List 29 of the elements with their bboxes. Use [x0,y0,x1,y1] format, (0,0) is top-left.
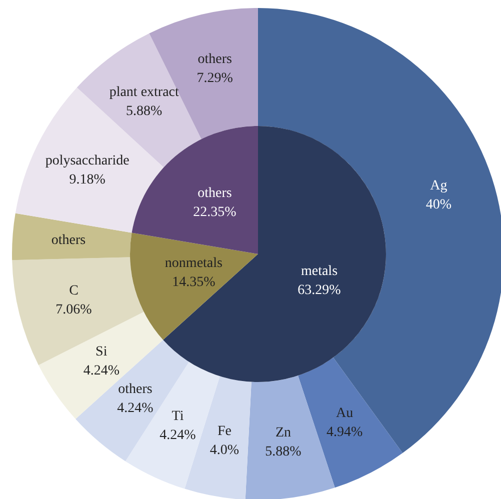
slice-label: Zn [275,425,292,440]
data-label: 63.29% [298,283,342,298]
data-label: 40% [426,197,452,212]
slice-label: metals [300,264,338,280]
data-label: 7.06% [56,302,92,318]
data-label: 9.18% [69,172,106,188]
data-label: 4.24% [160,428,196,444]
slice-label: others [198,186,232,201]
data-label: 5.88% [126,104,163,119]
data-label: 7.29% [196,70,234,86]
slice-label: plant extract [109,84,180,100]
slice-label: Ag [430,178,448,194]
data-label: 4.24% [117,401,154,416]
data-label: 22.35% [193,204,237,220]
slice-label: Fe [218,424,232,440]
data-label: 4.24% [83,364,120,379]
slice-label: others [51,233,86,248]
data-label: 14.35% [172,274,216,290]
slice-label: others [118,382,152,398]
slice-label: polysaccharide [45,154,130,169]
slice-label: Ti [172,409,184,424]
slice-label: C [69,283,78,298]
slice-label: nonmetals [164,256,222,271]
slice-label: Si [96,344,108,360]
data-label: 5.88% [265,444,302,460]
slice-label: others [198,52,232,67]
slice-label: Au [336,406,354,422]
data-label: 4.0% [210,443,240,458]
data-label: 4.94% [326,425,363,440]
